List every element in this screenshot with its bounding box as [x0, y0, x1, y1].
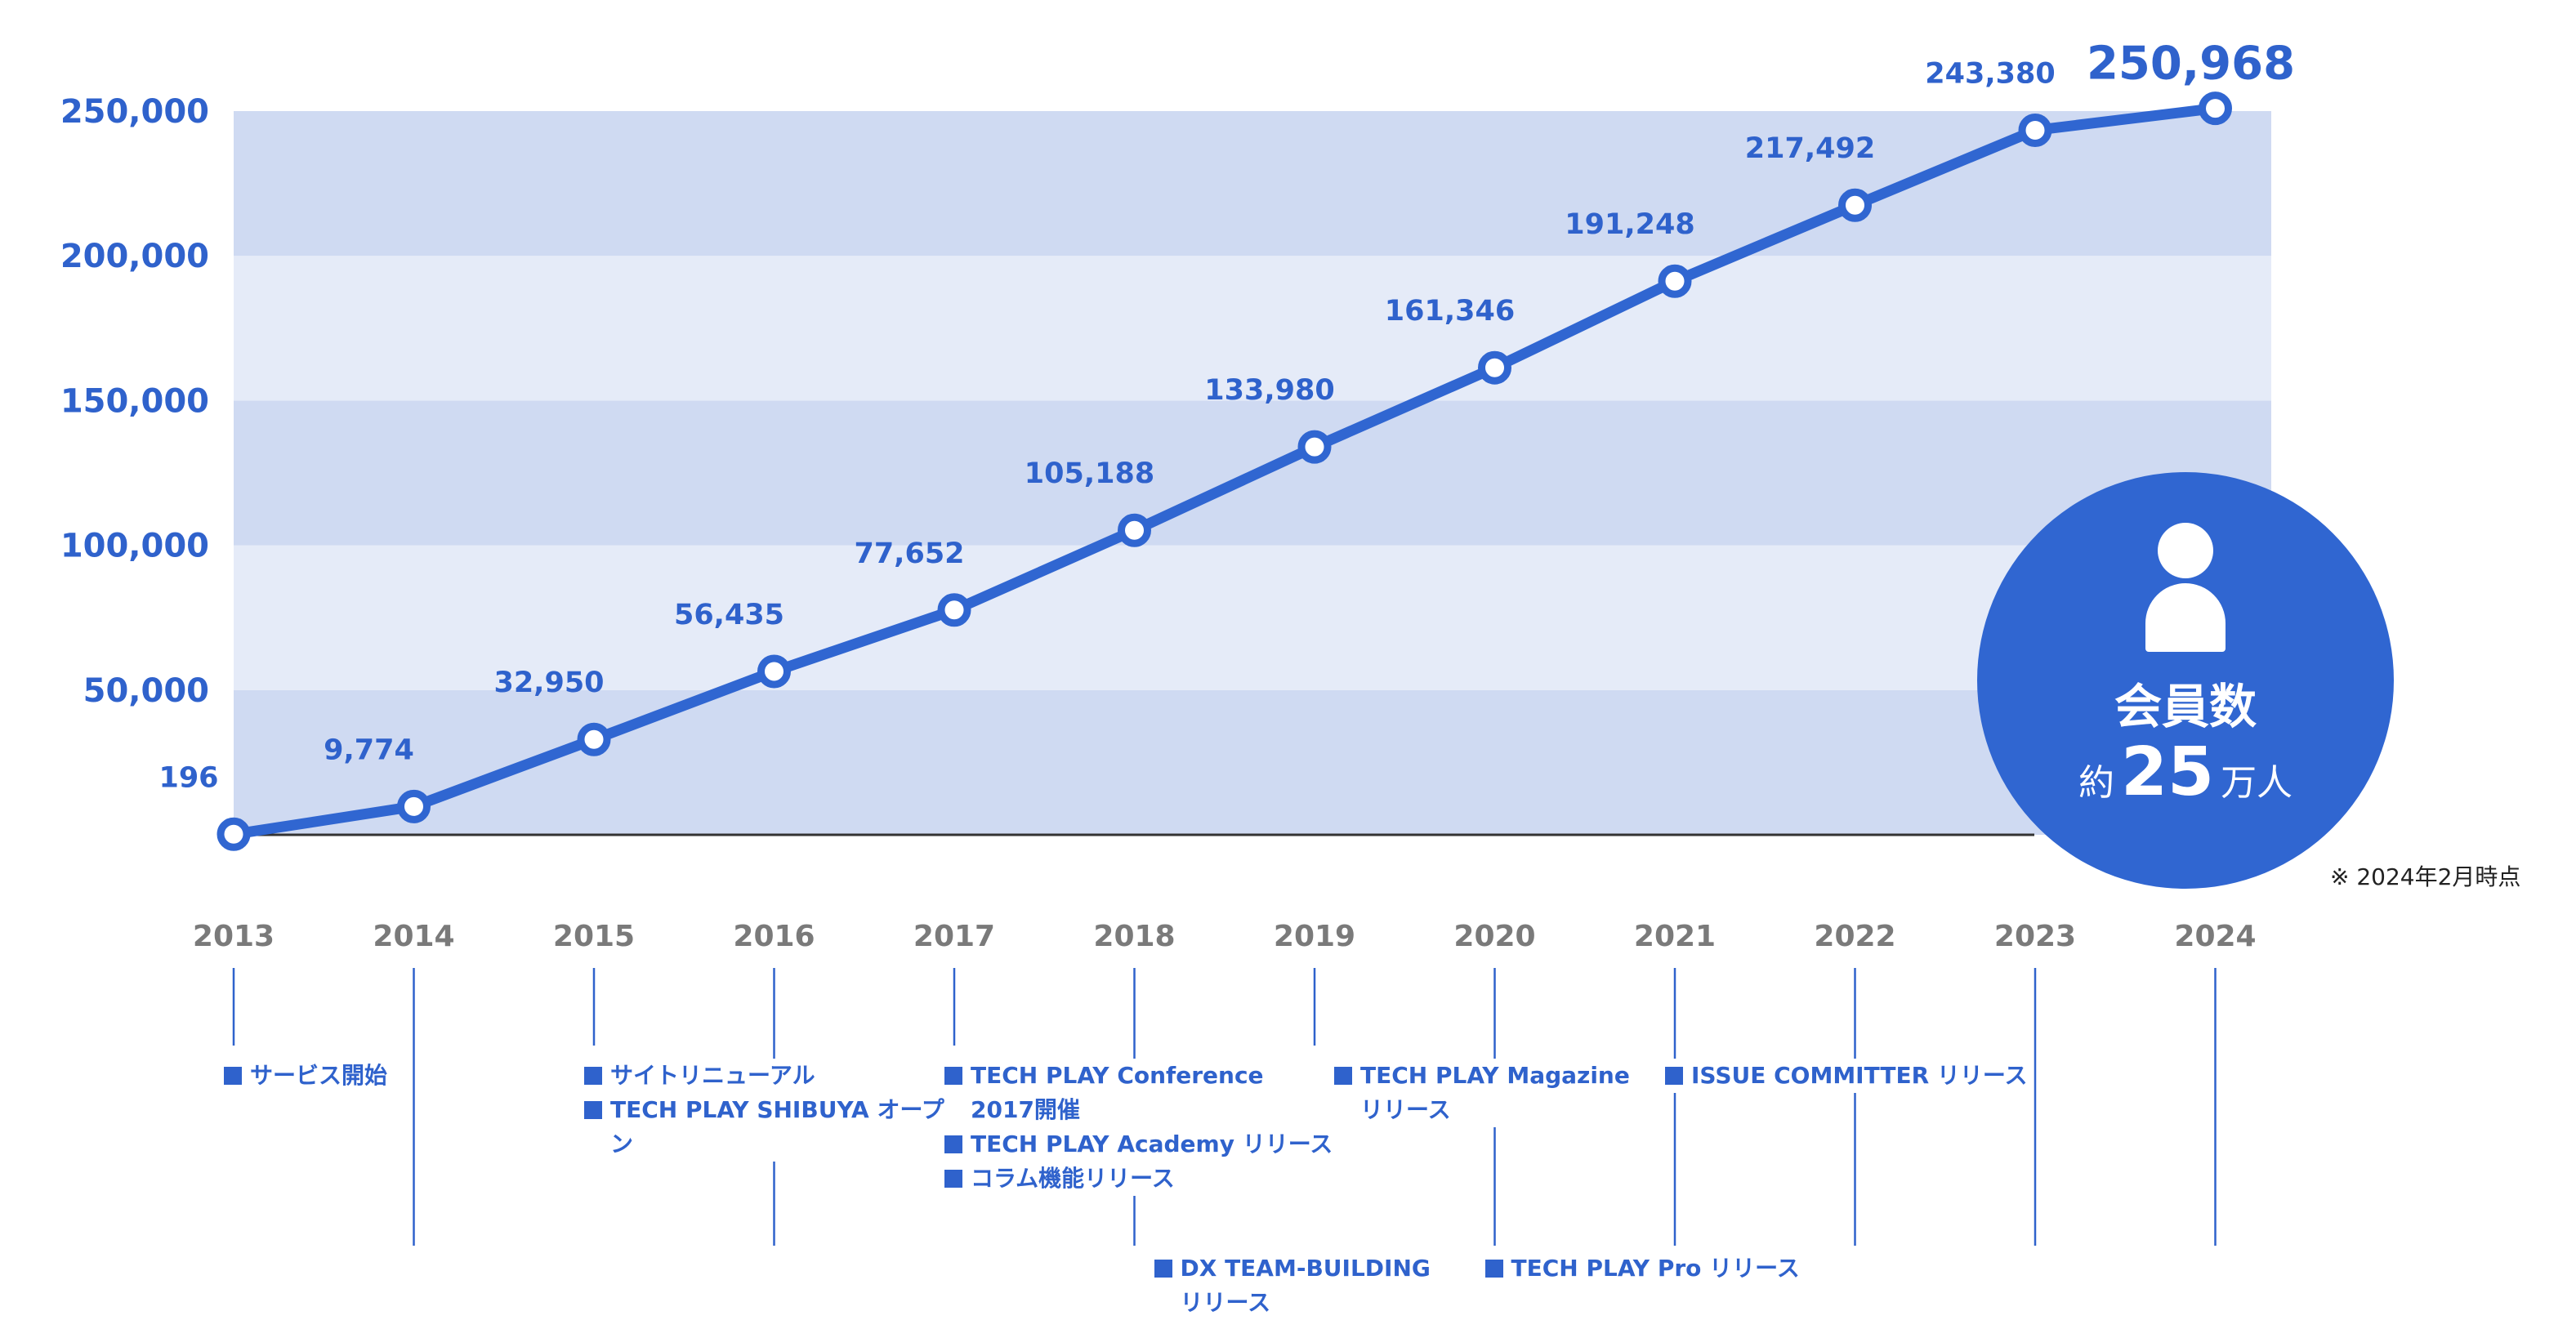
event-annotation: サービス開始 [224, 1059, 388, 1093]
data-point [1658, 264, 1692, 298]
data-label: 243,380 [1925, 57, 2055, 90]
event-annotation: TECH PLAY Academy リリース [944, 1127, 1333, 1162]
data-point [577, 722, 611, 756]
data-label: 9,774 [324, 734, 414, 766]
data-label: 161,346 [1385, 295, 1515, 328]
plot-band [234, 256, 2271, 401]
data-label: 56,435 [674, 599, 784, 631]
event-text: DX TEAM-BUILDING [1154, 1251, 1431, 1286]
plot-band [234, 111, 2271, 256]
square-bullet-icon [944, 1135, 962, 1153]
square-bullet-icon [584, 1067, 602, 1085]
member-count-badge: 会員数 約25 万人 [1977, 472, 2394, 889]
plot-band [234, 689, 2271, 835]
event-text: TECH PLAY SHIBUYA オープ [584, 1093, 944, 1127]
data-point [2199, 91, 2232, 126]
event-text: サイトリニューアル [584, 1059, 815, 1093]
data-point [757, 654, 791, 689]
event-annotation: TECH PLAY SHIBUYA オープン [584, 1093, 944, 1162]
square-bullet-icon [944, 1170, 962, 1188]
x-tick-label: 2022 [1814, 920, 1895, 953]
square-bullet-icon [1665, 1067, 1683, 1085]
x-tick-label: 2021 [1634, 920, 1716, 953]
y-tick-label: 250,000 [60, 93, 209, 131]
x-axis-years: 2013 2014 2015 2016 2017 2018 2019 2020 2021 2022… [193, 920, 2257, 953]
event-annotation: TECH PLAY Magazine リリース [1334, 1059, 1630, 1127]
plot-bands [234, 111, 2271, 835]
y-axis: 50,000 100,000 150,000 200,000 250,000 [60, 93, 209, 710]
x-tick-label: 2017 [913, 920, 995, 953]
x-tick-label: 2019 [1274, 920, 1355, 953]
data-point [1478, 350, 1511, 385]
event-annotation: TECH PLAY Conference 2017開催 [944, 1059, 1264, 1127]
square-bullet-icon [944, 1067, 962, 1085]
data-labels: 196 9,774 32,950 56,435 77,652 105,188 133,980… [158, 38, 2295, 795]
badge-title: 会員数 [2114, 679, 2257, 734]
data-label: 77,652 [854, 537, 964, 570]
data-label: 191,248 [1565, 208, 1694, 241]
x-tick-label: 2013 [193, 920, 275, 953]
square-bullet-icon [224, 1067, 242, 1085]
y-tick-label: 50,000 [83, 672, 209, 710]
y-tick-label: 150,000 [60, 382, 209, 420]
person-icon-body [2145, 583, 2226, 652]
x-tick-label: 2015 [553, 920, 635, 953]
y-tick-label: 100,000 [60, 528, 209, 565]
x-tick-label: 2018 [1093, 920, 1175, 953]
data-point [397, 789, 431, 823]
event-annotation: サイトリニューアル [584, 1059, 815, 1093]
data-point [1297, 430, 1332, 464]
data-point [937, 593, 971, 627]
member-count-line [228, 103, 2221, 840]
event-text: TECH PLAY Academy リリース [944, 1127, 1333, 1162]
x-tick-label: 2014 [373, 920, 454, 953]
data-label: 196 [158, 761, 218, 794]
badge-number: 25 [2120, 734, 2215, 811]
event-text: TECH PLAY Pro リリース [1484, 1251, 1800, 1286]
x-tick-label: 2020 [1453, 920, 1535, 953]
as-of-note: ※ 2024年2月時点 [2330, 863, 2521, 890]
data-label: 105,188 [1025, 457, 1154, 490]
badge-count: 約25 万人 [1977, 734, 2394, 811]
data-point [217, 817, 251, 851]
y-tick-label: 200,000 [60, 238, 209, 275]
x-tick-label: 2016 [733, 920, 815, 953]
data-point [2018, 113, 2052, 147]
event-text: リリース [1180, 1289, 1271, 1316]
event-text: リリース [1360, 1096, 1451, 1123]
x-tick-label: 2024 [2174, 920, 2256, 953]
square-bullet-icon [584, 1101, 602, 1119]
event-annotation: DX TEAM-BUILDING リリース [1154, 1251, 1431, 1320]
plot-band [234, 545, 2271, 690]
data-label: 133,980 [1204, 374, 1334, 407]
event-text: TECH PLAY Conference [944, 1059, 1264, 1093]
event-text: 2017開催 [971, 1096, 1080, 1123]
data-point [1838, 188, 1872, 222]
event-text: ISSUE COMMITTER リリース [1665, 1059, 2027, 1093]
x-tick-label: 2023 [1994, 920, 2076, 953]
event-annotation: ISSUE COMMITTER リリース [1665, 1059, 2028, 1093]
square-bullet-icon [1334, 1067, 1352, 1085]
person-icon [2158, 523, 2213, 578]
square-bullet-icon [1154, 1260, 1172, 1278]
data-point [1118, 513, 1151, 547]
badge-suffix: 万人 [2221, 762, 2293, 804]
badge-prefix: 約 [2078, 762, 2114, 804]
event-text: コラム機能リリース [944, 1162, 1175, 1196]
data-label: 32,950 [493, 667, 604, 699]
data-label: 217,492 [1745, 132, 1875, 165]
event-text: ン [610, 1131, 634, 1157]
event-text: サービス開始 [224, 1059, 387, 1093]
event-annotation: コラム機能リリース [944, 1162, 1175, 1196]
event-text: TECH PLAY Magazine [1334, 1059, 1630, 1093]
event-annotation: TECH PLAY Pro リリース [1484, 1251, 1800, 1286]
data-points [217, 91, 2232, 851]
square-bullet-icon [1484, 1260, 1503, 1278]
data-label: 250,968 [2087, 38, 2295, 91]
